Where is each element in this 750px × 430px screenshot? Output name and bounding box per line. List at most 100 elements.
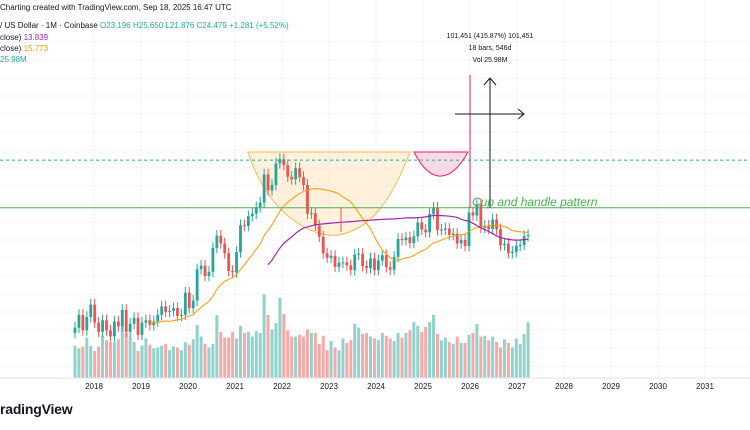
candle-body <box>109 330 112 337</box>
candle-body <box>290 176 294 180</box>
volume-bar <box>172 346 175 378</box>
measure-bars-label: 18 bars, 546d <box>469 45 512 52</box>
volume-bar <box>333 347 337 378</box>
candle-body <box>428 214 431 233</box>
volume-bar <box>105 340 109 378</box>
candle-body <box>136 318 140 335</box>
x-tick-label: 2019 <box>132 382 150 391</box>
volume-bar <box>199 336 203 378</box>
candle-body <box>294 168 298 180</box>
volume-bar <box>369 336 372 378</box>
x-tick-label: 2018 <box>85 382 103 391</box>
volume-bar <box>258 333 262 378</box>
candle-body <box>349 265 353 271</box>
candle-body <box>243 225 246 227</box>
volume-bar <box>392 341 396 378</box>
volume-bar <box>471 333 475 378</box>
candle-body <box>258 202 262 208</box>
candle-body <box>124 309 128 332</box>
x-axis: 2018 2019 2020 2021 2022 2023 2024 2025 2026 2027… <box>0 377 750 391</box>
volume-bar <box>435 333 439 378</box>
pattern-annotation[interactable]: Cup and handle pattern <box>472 195 598 209</box>
candle-body <box>463 239 467 247</box>
candle-body <box>495 219 498 230</box>
candle-body <box>156 314 160 322</box>
candle-body <box>503 243 506 246</box>
candle-body <box>128 323 132 332</box>
candle-body <box>507 243 510 254</box>
volume-bar <box>361 333 365 378</box>
candle-body <box>325 253 329 258</box>
volume-bar <box>187 344 191 378</box>
volume-bar <box>168 350 172 378</box>
candle-body <box>266 174 270 191</box>
candle-body <box>369 258 372 269</box>
volume-bar <box>128 336 132 378</box>
volume-bar <box>424 326 428 378</box>
candle-body <box>262 174 266 203</box>
candle-body <box>459 239 463 244</box>
tradingview-logo: radingView <box>0 401 73 417</box>
cup-handle-drawing <box>247 151 469 236</box>
candle-body <box>440 229 443 231</box>
volume-bar <box>443 337 447 378</box>
volume-bar <box>262 294 266 378</box>
ma-orange-line <box>149 188 529 324</box>
ma2-legend[interactable]: close) 15.773 <box>0 44 49 53</box>
volume-bar <box>487 340 491 378</box>
candle-body <box>183 292 187 315</box>
volume-bar <box>337 350 341 378</box>
candle-body <box>152 321 156 326</box>
volume-bar <box>388 338 392 378</box>
candle-body <box>447 228 451 235</box>
volume-bar <box>164 343 168 378</box>
candle-body <box>77 314 81 328</box>
volume-bar <box>73 345 77 378</box>
candle-body <box>455 233 459 244</box>
candle-body <box>321 236 325 254</box>
volume-bar <box>215 315 219 378</box>
volume-bar <box>270 329 274 378</box>
candle-body <box>345 262 349 266</box>
volume-bar <box>246 332 250 378</box>
volume-bar <box>231 332 235 378</box>
volume-legend[interactable]: 25.98M <box>0 55 27 64</box>
candle-body <box>164 306 168 312</box>
measure-volume-label: Vol 25.98M <box>472 57 507 64</box>
volume-bar <box>179 350 183 378</box>
volume-bar <box>93 351 97 378</box>
volume-bar <box>309 333 313 378</box>
volume-bar <box>329 341 333 378</box>
candle-body <box>239 225 242 253</box>
header-credit: Charting created with TradingView.com, S… <box>0 3 232 12</box>
volume-bar <box>439 340 443 378</box>
volume-bar <box>77 348 81 378</box>
overlay-drawings: 101.451 (415.87%) 101,451 18 bars, 546d Vo… <box>0 33 750 232</box>
volume-bar <box>365 333 369 378</box>
candle-body <box>420 222 424 230</box>
candle-body <box>235 252 238 273</box>
volume-bar <box>313 333 317 378</box>
volume-bar <box>432 315 436 378</box>
ma1-legend[interactable]: close) 13.839 <box>0 33 49 42</box>
x-tick-label: 2021 <box>226 382 244 391</box>
volume-bar <box>459 342 463 378</box>
volume-bar <box>491 336 495 378</box>
volume-bar <box>124 333 128 378</box>
volume-bar <box>420 332 424 378</box>
candle-body <box>254 207 258 214</box>
candle-body <box>361 253 365 267</box>
volume-bar <box>400 337 404 378</box>
volume-bar <box>298 334 302 378</box>
volume-bar <box>502 339 506 378</box>
candle-body <box>203 265 207 276</box>
x-tick-label: 2024 <box>367 382 385 391</box>
candle-body <box>176 308 179 316</box>
candle-body <box>187 292 191 309</box>
candle-body <box>487 225 491 230</box>
volume-bar <box>136 351 140 378</box>
volume-bar <box>148 344 152 378</box>
volume-bar <box>238 325 242 378</box>
candle-body <box>376 260 380 271</box>
